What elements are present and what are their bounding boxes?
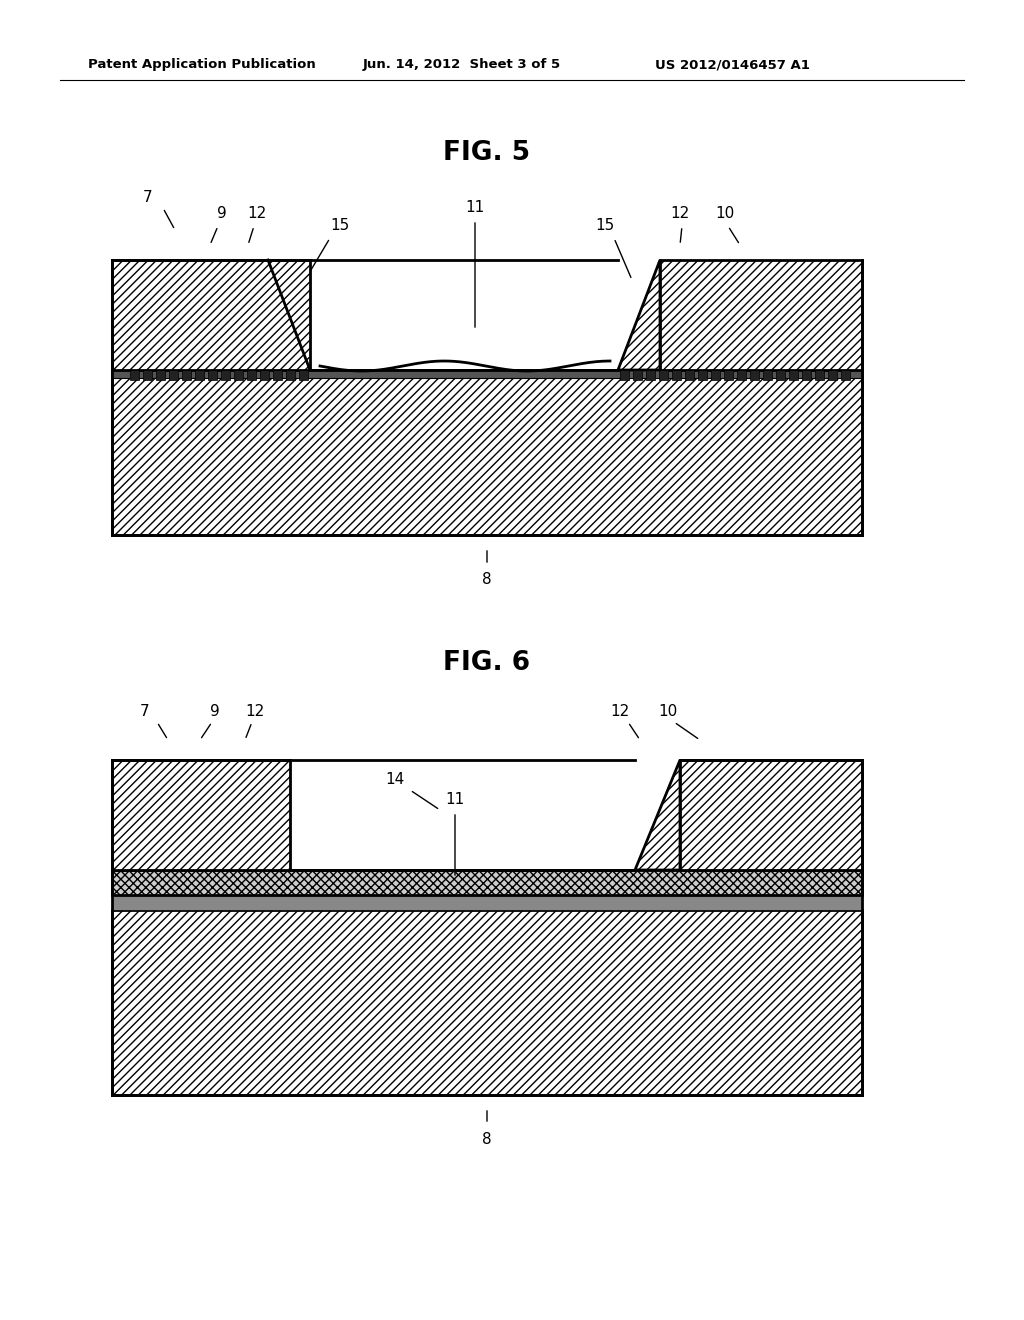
Bar — [112, 370, 862, 378]
Text: FIG. 6: FIG. 6 — [443, 649, 530, 676]
Bar — [790, 370, 798, 380]
Bar — [815, 370, 824, 380]
Bar — [763, 370, 772, 380]
Bar — [841, 370, 850, 380]
Text: 11: 11 — [445, 792, 465, 808]
Text: 12: 12 — [671, 206, 689, 222]
Bar — [112, 895, 862, 909]
Text: Jun. 14, 2012  Sheet 3 of 5: Jun. 14, 2012 Sheet 3 of 5 — [362, 58, 561, 71]
Text: 10: 10 — [658, 705, 678, 719]
Bar — [620, 370, 629, 380]
Text: 9: 9 — [217, 206, 227, 222]
Bar — [112, 870, 862, 895]
Bar — [169, 370, 178, 380]
Text: 15: 15 — [595, 218, 614, 232]
Bar — [633, 370, 642, 380]
Bar — [680, 760, 862, 870]
Text: FIG. 5: FIG. 5 — [443, 140, 530, 166]
Polygon shape — [635, 760, 680, 870]
Bar — [646, 370, 655, 380]
Bar — [143, 370, 152, 380]
Bar — [776, 370, 785, 380]
Bar — [724, 370, 733, 380]
Bar — [299, 370, 308, 380]
Text: 11: 11 — [465, 201, 484, 215]
Bar — [672, 370, 681, 380]
Bar — [130, 370, 139, 380]
Text: 8: 8 — [482, 573, 492, 587]
Bar — [273, 370, 282, 380]
Text: 10: 10 — [716, 206, 734, 222]
Text: 7: 7 — [140, 705, 150, 719]
Bar — [112, 370, 862, 535]
Bar — [828, 370, 837, 380]
Bar — [208, 370, 217, 380]
Bar — [660, 260, 862, 370]
Bar — [182, 370, 191, 380]
Bar — [112, 909, 862, 1096]
Text: 14: 14 — [385, 772, 404, 788]
Bar — [802, 370, 811, 380]
Bar — [195, 370, 204, 380]
Text: 12: 12 — [246, 705, 264, 719]
Text: 9: 9 — [210, 705, 220, 719]
Bar — [750, 370, 759, 380]
Bar — [112, 260, 310, 370]
Bar — [112, 760, 290, 870]
Bar — [221, 370, 230, 380]
Bar — [685, 370, 694, 380]
Bar — [286, 370, 295, 380]
Text: Patent Application Publication: Patent Application Publication — [88, 58, 315, 71]
Text: 12: 12 — [248, 206, 266, 222]
Text: 12: 12 — [610, 705, 630, 719]
Text: 7: 7 — [143, 190, 153, 206]
Bar — [247, 370, 256, 380]
Text: US 2012/0146457 A1: US 2012/0146457 A1 — [655, 58, 810, 71]
Bar — [156, 370, 165, 380]
Polygon shape — [618, 260, 660, 370]
Bar — [711, 370, 720, 380]
Bar — [698, 370, 707, 380]
Bar — [234, 370, 243, 380]
Text: 8: 8 — [482, 1133, 492, 1147]
Bar — [737, 370, 746, 380]
Text: 15: 15 — [331, 218, 349, 232]
Bar — [659, 370, 668, 380]
Bar — [260, 370, 269, 380]
